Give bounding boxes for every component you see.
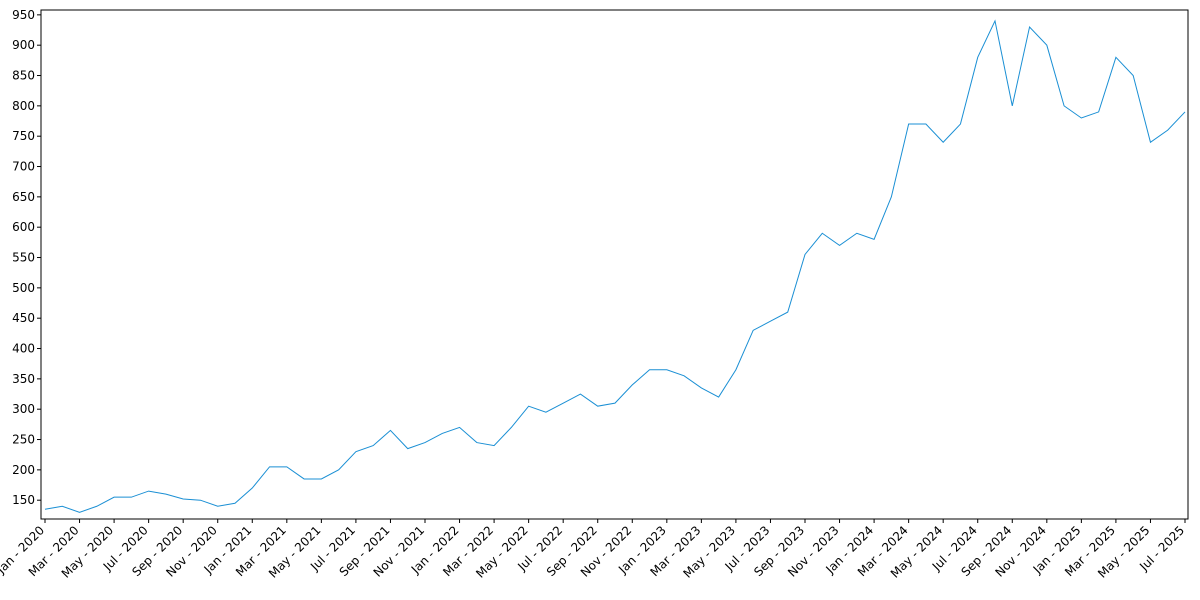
y-tick-label: 700 (12, 160, 35, 174)
y-tick-label: 200 (12, 463, 35, 477)
y-tick-label: 550 (12, 251, 35, 265)
y-tick-label: 950 (12, 8, 35, 22)
y-tick-label: 800 (12, 99, 35, 113)
y-tick-label: 750 (12, 129, 35, 143)
y-tick-label: 500 (12, 281, 35, 295)
y-tick-label: 300 (12, 402, 35, 416)
y-tick-label: 250 (12, 433, 35, 447)
y-tick-label: 600 (12, 220, 35, 234)
plot-frame (40, 9, 1189, 520)
y-tick-label: 650 (12, 190, 35, 204)
y-tick-label: 900 (12, 38, 35, 52)
y-tick-label: 450 (12, 311, 35, 325)
y-tick-label: 850 (12, 69, 35, 83)
y-tick-label: 350 (12, 372, 35, 386)
y-tick-label: 400 (12, 342, 35, 356)
y-tick-label: 150 (12, 493, 35, 507)
price-line (44, 19, 1186, 513)
